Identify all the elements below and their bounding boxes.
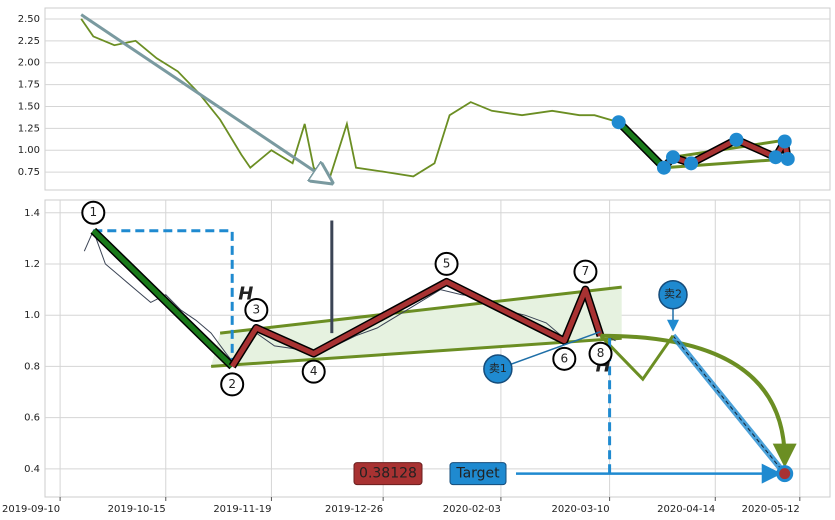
x-tick-label: 2020-02-03 [443,504,501,515]
x-tick-label: 2020-05-12 [742,504,800,515]
point-label: 4 [310,364,318,378]
target-label: Target [455,466,500,482]
target-box [449,462,507,486]
point-circle [434,251,459,276]
pattern [230,279,603,368]
y-tick-label: 0.6 [24,413,40,424]
x-tick-label: 2019-09-10 [2,504,60,515]
point-circle [552,346,577,371]
point-circle [588,341,613,366]
x-tick-label: 2020-03-10 [551,504,609,515]
curve-arrow [600,333,797,468]
x-tick-label: 2019-12-26 [325,504,383,515]
projection [599,334,675,382]
down-leg [91,228,234,369]
point-label: 5 [443,256,451,270]
trend-arrow [80,13,329,181]
lower-trend [210,336,622,368]
down-leg [616,120,666,170]
marker [666,150,680,165]
sell-connector [497,330,601,370]
point-circle [81,200,106,225]
point-circle [244,298,269,323]
top-panel [44,7,831,191]
y-tick-label: 0.4 [24,464,40,475]
marker [768,150,783,165]
sell-point [658,279,688,310]
y-tick-label: 1.50 [18,101,40,112]
target-point [776,465,794,483]
point-label: 3 [253,303,261,317]
lower-trend [663,157,788,170]
point-label: 8 [597,346,605,360]
triangle-fill [211,287,622,367]
y-tick-label: 1.0 [24,310,40,321]
y-tick-label: 1.2 [24,259,40,270]
y-tick-label: 2.25 [18,36,40,47]
point-label: 6 [560,351,568,365]
point-circle [573,259,598,284]
sell-label: 卖2 [664,288,682,301]
y-tick-label: 0.8 [24,361,40,372]
height-dash [93,229,234,367]
point-label: 7 [582,264,590,278]
marker [656,160,671,175]
x-tick-label: 2019-11-19 [213,504,271,515]
marker [729,132,744,147]
upper-trend [672,138,788,159]
target-value: 0.38128 [359,466,417,482]
y-tick-label: 0.75 [18,167,40,178]
x-tick-label: 2020-04-14 [657,504,715,515]
y-tick-label: 1.25 [18,123,40,134]
x-tick-label: 2019-10-15 [108,504,166,515]
point-circle [220,372,245,397]
marker [777,134,792,149]
y-tick-label: 1.75 [18,80,40,91]
marker [611,115,626,130]
y-tick-label: 2.50 [18,14,40,25]
point-circle [301,359,326,384]
sell-label: 卖1 [489,362,507,375]
point-label: 1 [89,205,97,219]
marker [684,156,699,171]
y-tick-label: 1.00 [18,145,40,156]
y-tick-label: 1.4 [24,208,40,219]
marker [780,151,795,166]
sell-point [483,354,513,384]
projection-arrow [672,335,786,474]
point-label: 2 [228,377,236,391]
upper-trend [219,285,622,335]
height-label: H [238,284,253,305]
y-tick-label: 2.00 [18,58,40,69]
target-value-box [353,462,423,486]
